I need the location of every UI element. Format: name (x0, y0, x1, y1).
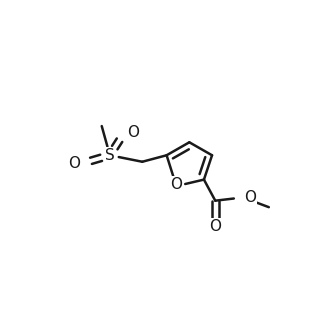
Text: O: O (245, 190, 256, 205)
Text: O: O (170, 177, 182, 192)
Text: O: O (127, 125, 139, 140)
Text: S: S (105, 148, 115, 163)
Text: O: O (209, 219, 221, 234)
Text: O: O (68, 156, 80, 171)
